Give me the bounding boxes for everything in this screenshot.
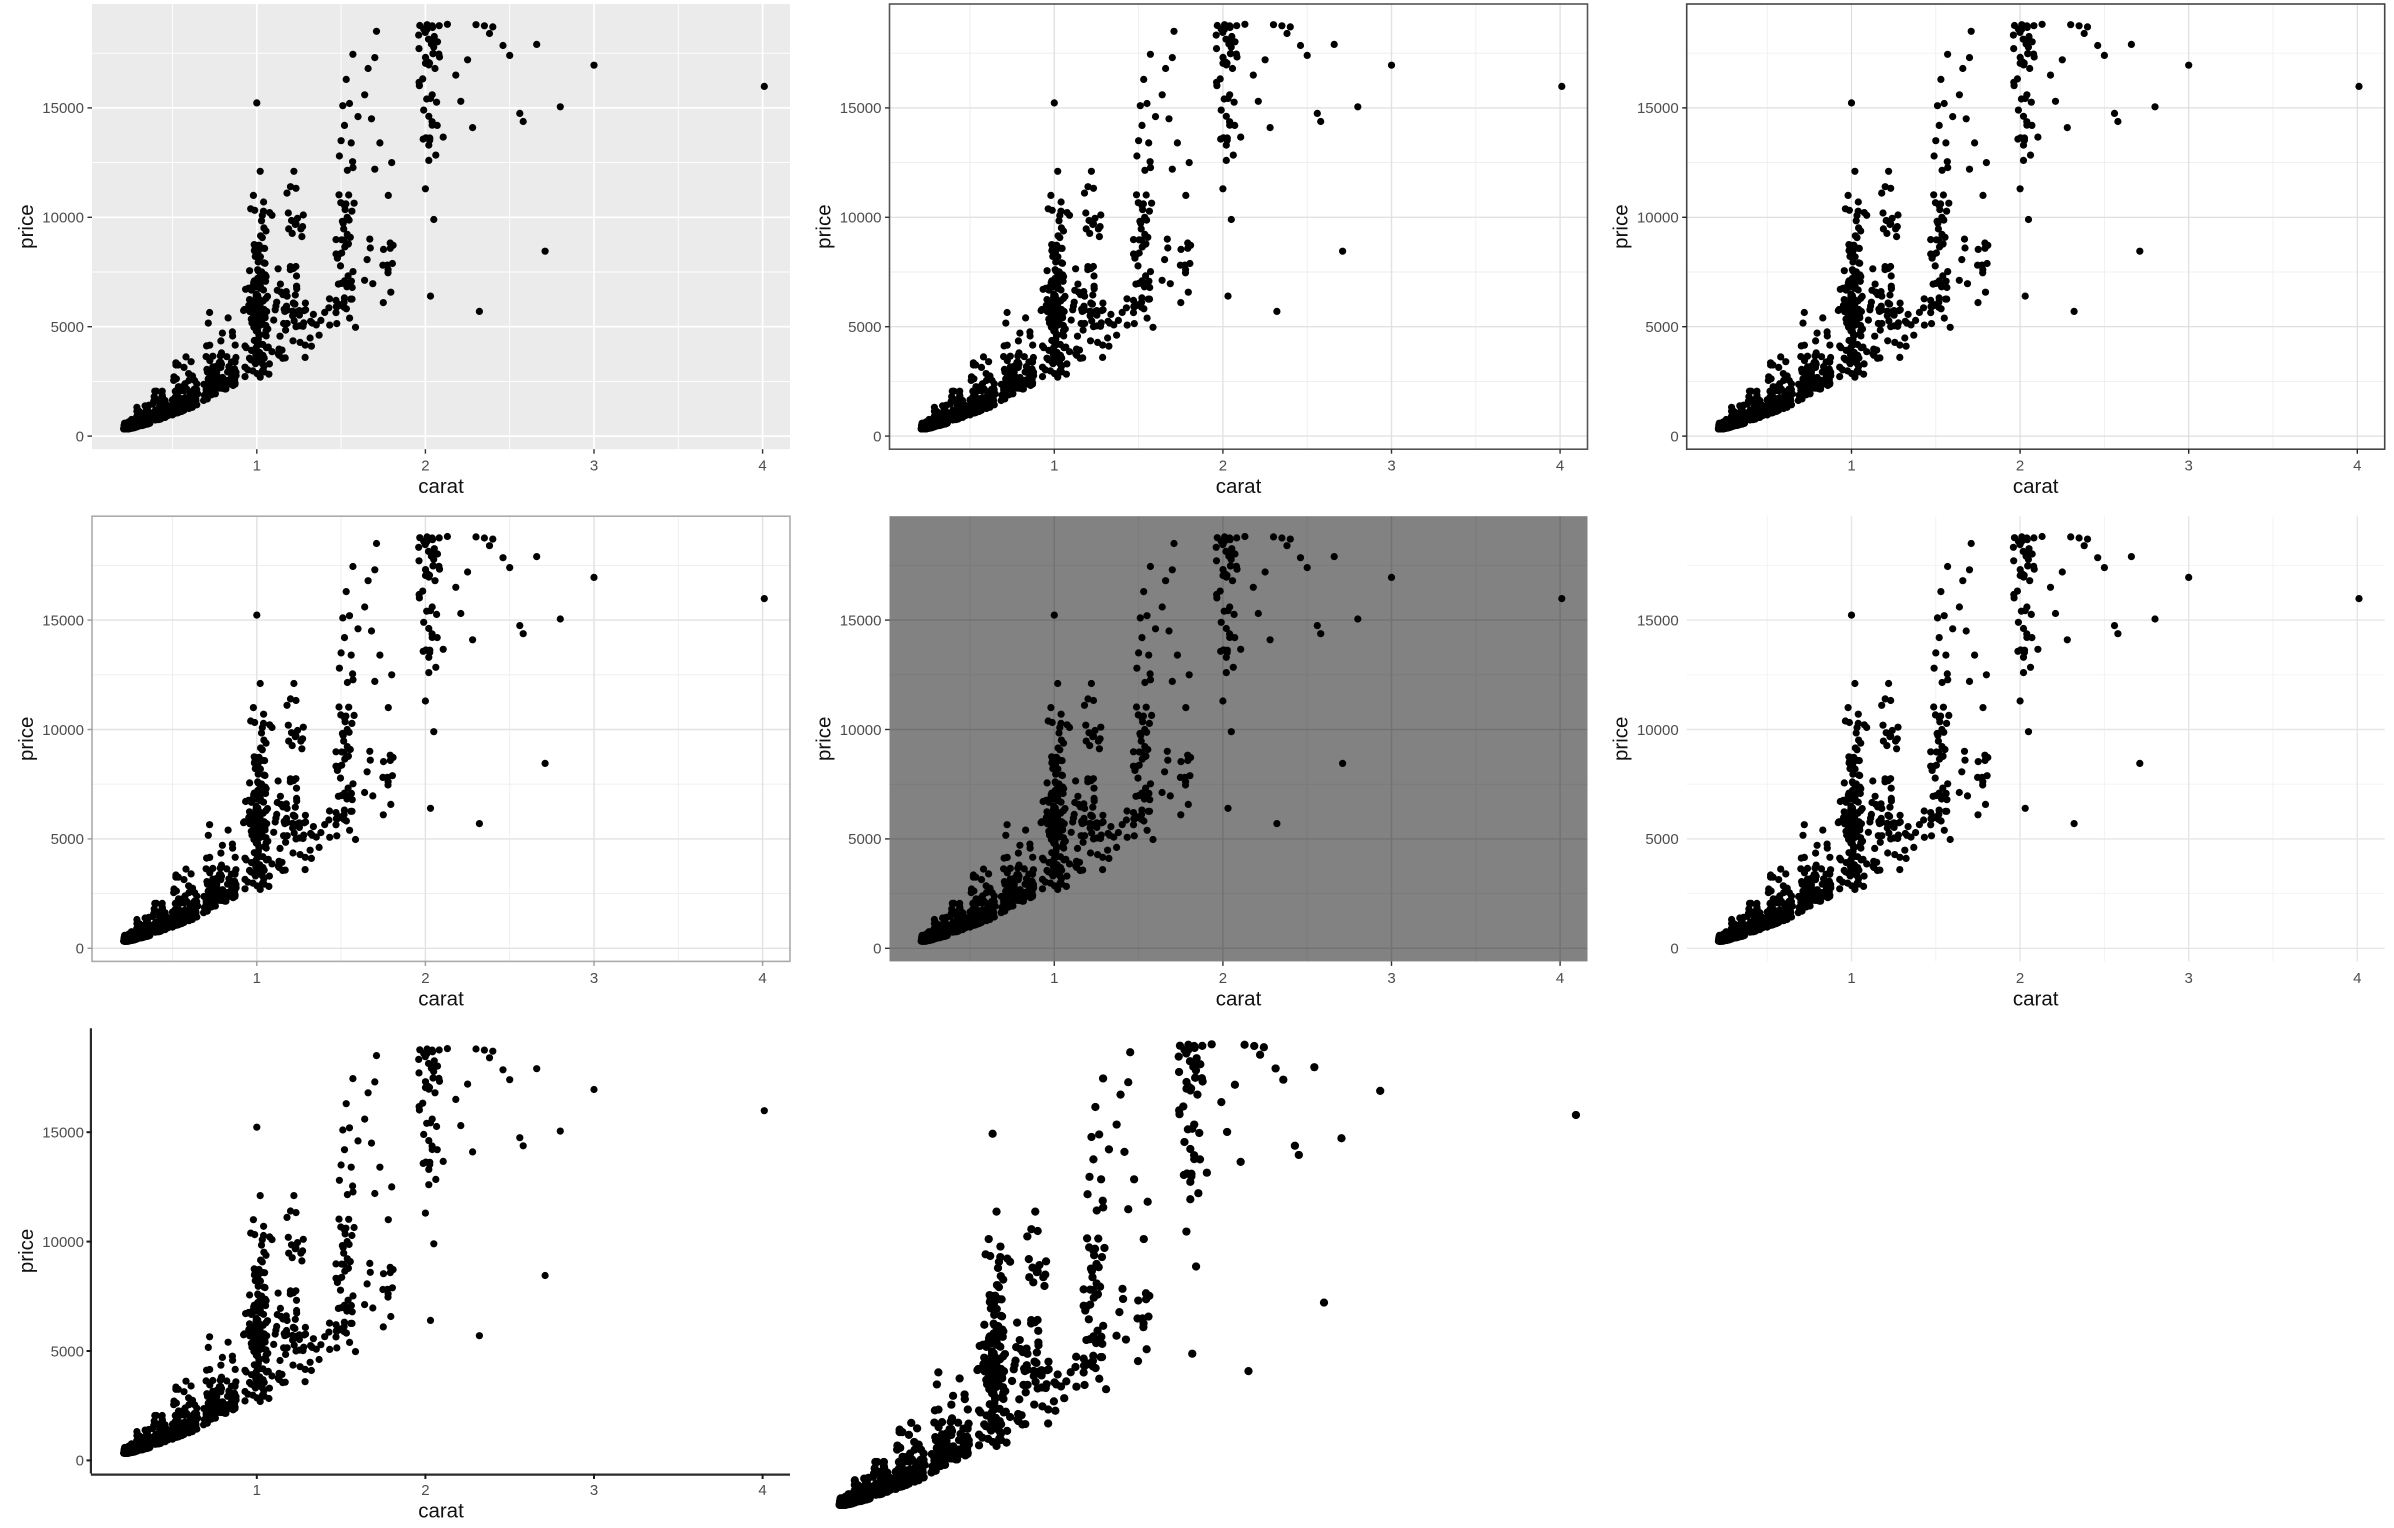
- svg-text:2: 2: [2016, 970, 2024, 987]
- svg-text:1: 1: [1847, 970, 1855, 987]
- svg-text:3: 3: [1387, 458, 1395, 475]
- svg-text:0: 0: [1670, 428, 1678, 445]
- svg-text:1: 1: [253, 1482, 261, 1499]
- svg-text:10000: 10000: [42, 722, 84, 739]
- svg-text:10000: 10000: [840, 722, 882, 739]
- svg-text:15000: 15000: [42, 100, 84, 117]
- svg-text:carat: carat: [418, 475, 464, 498]
- svg-text:1: 1: [1847, 458, 1855, 475]
- svg-text:carat: carat: [2013, 475, 2059, 498]
- svg-text:5000: 5000: [51, 831, 84, 848]
- svg-text:5000: 5000: [848, 319, 881, 336]
- svg-text:4: 4: [1556, 970, 1564, 987]
- svg-text:3: 3: [590, 1482, 598, 1499]
- svg-text:2: 2: [2016, 458, 2024, 475]
- svg-text:5000: 5000: [848, 831, 881, 848]
- svg-text:5000: 5000: [1645, 831, 1678, 848]
- svg-text:3: 3: [590, 970, 598, 987]
- svg-text:0: 0: [76, 1453, 84, 1470]
- svg-text:2: 2: [421, 458, 429, 475]
- svg-text:price: price: [813, 717, 836, 761]
- svg-text:15000: 15000: [840, 612, 882, 629]
- svg-text:price: price: [15, 204, 38, 248]
- svg-text:10000: 10000: [840, 210, 882, 227]
- svg-text:price: price: [15, 717, 38, 761]
- svg-text:2: 2: [421, 1482, 429, 1499]
- svg-text:3: 3: [1387, 970, 1395, 987]
- svg-text:2: 2: [421, 970, 429, 987]
- svg-text:price: price: [813, 204, 836, 248]
- svg-text:price: price: [1610, 204, 1633, 248]
- svg-text:4: 4: [1556, 458, 1564, 475]
- svg-text:5000: 5000: [1645, 319, 1678, 336]
- svg-text:4: 4: [2353, 458, 2361, 475]
- svg-text:4: 4: [758, 1482, 766, 1499]
- svg-text:0: 0: [1670, 941, 1678, 958]
- svg-text:carat: carat: [418, 987, 464, 1010]
- svg-text:1: 1: [1050, 970, 1058, 987]
- svg-text:1: 1: [253, 458, 261, 475]
- svg-text:carat: carat: [1216, 475, 1262, 498]
- svg-text:0: 0: [873, 941, 881, 958]
- svg-text:10000: 10000: [42, 1234, 84, 1251]
- svg-text:price: price: [15, 1229, 38, 1273]
- svg-text:3: 3: [2185, 970, 2193, 987]
- svg-text:4: 4: [2353, 970, 2361, 987]
- svg-text:10000: 10000: [42, 210, 84, 227]
- svg-text:10000: 10000: [1637, 722, 1679, 739]
- svg-text:15000: 15000: [42, 612, 84, 629]
- svg-text:4: 4: [758, 458, 766, 475]
- svg-text:carat: carat: [1216, 987, 1262, 1010]
- svg-text:0: 0: [76, 428, 84, 445]
- svg-text:carat: carat: [2013, 987, 2059, 1010]
- svg-text:2: 2: [1219, 970, 1227, 987]
- svg-text:1: 1: [253, 970, 261, 987]
- svg-text:4: 4: [758, 970, 766, 987]
- svg-text:10000: 10000: [1637, 210, 1679, 227]
- svg-text:3: 3: [2185, 458, 2193, 475]
- svg-text:1: 1: [1050, 458, 1058, 475]
- svg-text:15000: 15000: [1637, 100, 1679, 117]
- svg-text:3: 3: [590, 458, 598, 475]
- svg-text:2: 2: [1219, 458, 1227, 475]
- svg-text:0: 0: [873, 428, 881, 445]
- svg-text:15000: 15000: [42, 1125, 84, 1142]
- svg-text:5000: 5000: [51, 319, 84, 336]
- svg-text:15000: 15000: [840, 100, 882, 117]
- svg-text:0: 0: [76, 941, 84, 958]
- svg-text:5000: 5000: [51, 1343, 84, 1360]
- svg-text:carat: carat: [418, 1500, 464, 1523]
- svg-text:price: price: [1610, 717, 1633, 761]
- svg-text:15000: 15000: [1637, 612, 1679, 629]
